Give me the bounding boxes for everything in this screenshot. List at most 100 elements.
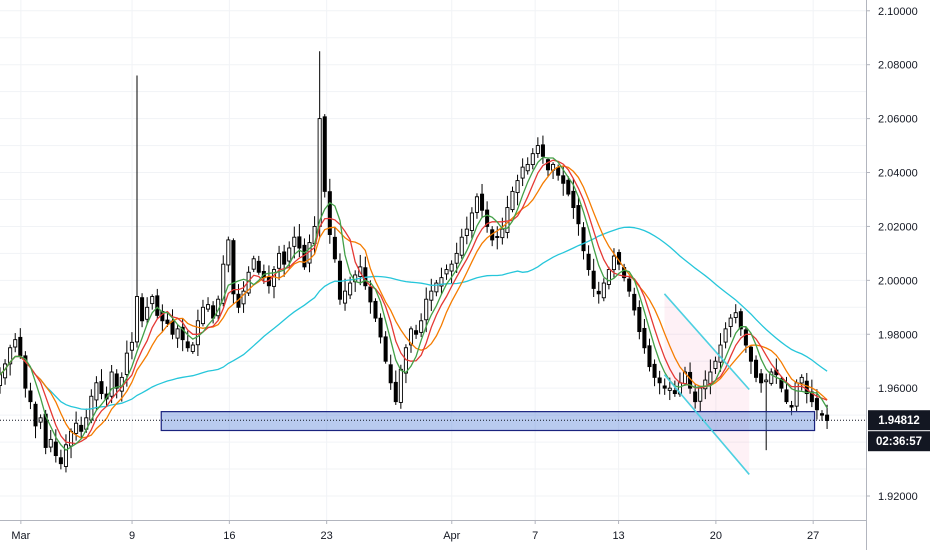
- candle-body-bear: [322, 116, 327, 192]
- candle-body-bull: [398, 368, 403, 403]
- candle-countdown-tag: [868, 431, 930, 452]
- candle-body-bull: [525, 163, 530, 172]
- candle-body-bull: [419, 320, 424, 333]
- candle-body-bull: [728, 317, 733, 327]
- candle-body-bear: [18, 336, 23, 357]
- candle-body-bear: [170, 320, 175, 335]
- candle-body-bear: [282, 251, 287, 265]
- candle-body-bull: [769, 371, 774, 384]
- candle-body-bull: [74, 422, 79, 434]
- candle-body-bear: [754, 359, 759, 378]
- candle-body-bear: [485, 209, 490, 227]
- candle-body-bull: [713, 360, 718, 369]
- candle-body-bear: [662, 385, 667, 389]
- candle-body-bear: [632, 293, 637, 311]
- candle-body-bull: [799, 376, 804, 384]
- candle-body-bear: [378, 317, 383, 338]
- candle-body-bull: [134, 296, 140, 343]
- moving-averages: [0, 156, 828, 452]
- ma-line-green: [0, 156, 828, 452]
- x-tick-label: 16: [223, 530, 235, 542]
- y-tick-label: 2.02000: [878, 221, 918, 233]
- candle-body-bull: [226, 239, 231, 266]
- candle-body-bull: [429, 290, 434, 301]
- candle-body-bear: [647, 345, 652, 368]
- candle-body-bull: [129, 341, 134, 351]
- candle-body-bear: [672, 390, 677, 395]
- candle-body-bull: [206, 304, 211, 310]
- candle-body-bear: [185, 341, 190, 349]
- candle-body-bull: [515, 180, 520, 194]
- candle-body-bull: [0, 374, 3, 386]
- candle-body-bull: [474, 196, 479, 213]
- candle-body-bull: [718, 344, 723, 363]
- candle-body-bull: [317, 118, 322, 227]
- candle-body-bear: [591, 270, 596, 289]
- candle-body-bear: [804, 380, 809, 395]
- candle-body-bear: [53, 441, 58, 457]
- candle-body-bull: [449, 263, 454, 272]
- chart-drawings-front: [0, 293, 866, 475]
- candle-body-bull: [94, 382, 99, 401]
- candle-body-bull: [708, 371, 713, 384]
- candle-body-bear: [819, 413, 825, 416]
- y-tick-label: 2.08000: [878, 60, 918, 72]
- candle-body-bull: [535, 145, 540, 154]
- candle-body-bull: [733, 312, 738, 318]
- ma-line-orange: [0, 165, 828, 439]
- candle-body-bull: [703, 379, 708, 390]
- y-tick-label: 1.98000: [878, 329, 918, 341]
- candle-body-bear: [373, 300, 378, 319]
- candle-body-bear: [693, 391, 698, 403]
- candle-body-bear: [414, 330, 419, 335]
- candle-body-bull: [277, 252, 282, 269]
- candle-body-bull: [667, 387, 672, 391]
- candle-body-bear: [789, 405, 794, 408]
- candle-body-bull: [287, 247, 292, 262]
- current-price-label: 1.94812: [878, 415, 920, 427]
- candle-body-bull: [69, 430, 74, 447]
- candle-body-bear: [297, 236, 302, 249]
- y-tick-label: 2.04000: [878, 168, 918, 180]
- candle-body-bear: [545, 159, 551, 171]
- candle-body-bear: [784, 389, 789, 403]
- candle-body-bull: [109, 371, 114, 397]
- candle-body-bear: [779, 378, 784, 389]
- x-tick-label: Apr: [443, 530, 460, 542]
- x-tick-label: 27: [807, 530, 819, 542]
- candle-body-bull: [221, 263, 226, 304]
- x-tick-label: 9: [129, 530, 135, 542]
- candle-body-bear: [571, 190, 576, 209]
- candle-body-bear: [58, 457, 63, 465]
- x-tick-label: 7: [532, 530, 538, 542]
- candle-body-bull: [175, 328, 180, 339]
- candle-body-bear: [140, 297, 145, 322]
- x-tick-label: 20: [710, 530, 722, 542]
- candle-body-bear: [393, 381, 398, 403]
- candle-body-bear: [627, 278, 632, 292]
- candle-body-bear: [383, 336, 388, 362]
- candle-body-bull: [271, 269, 277, 287]
- candle-body-bull: [190, 344, 195, 352]
- candle-body-bear: [652, 363, 657, 378]
- candle-body-bear: [79, 424, 84, 432]
- ma-line-cyan: [0, 226, 828, 411]
- candle-body-bear: [480, 193, 485, 211]
- candle-body-bear: [23, 355, 28, 389]
- candlestick-series: [0, 51, 830, 473]
- candle-body-bull: [601, 282, 606, 299]
- candle-body-bear: [657, 377, 662, 384]
- candle-body-bear: [99, 381, 104, 395]
- candle-body-bull: [8, 347, 13, 365]
- candle-body-bull: [251, 258, 256, 270]
- candle-body-bear: [388, 364, 393, 384]
- chart-axes: 2.10000 2.08000 2.06000 2.04000 2.02000 2.000…: [0, 0, 918, 550]
- candle-body-bear: [155, 295, 160, 316]
- candle-body-bull: [459, 236, 464, 256]
- y-tick-label: 2.00000: [878, 275, 918, 287]
- candle-body-bear: [180, 326, 185, 341]
- candle-body-bear: [561, 175, 566, 184]
- candle-body-bull: [63, 444, 68, 467]
